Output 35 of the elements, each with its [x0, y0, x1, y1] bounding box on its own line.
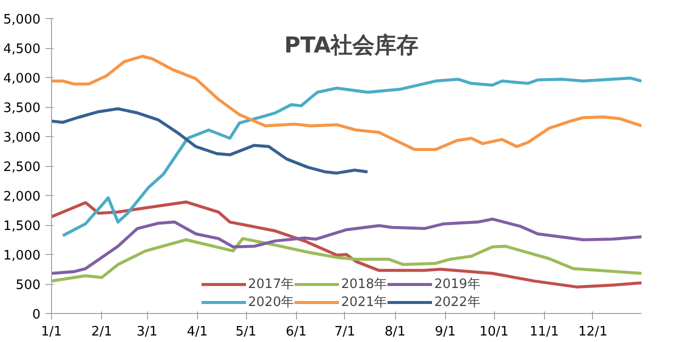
y-tick-label: 500	[16, 278, 41, 293]
x-tick-label: 3/1	[136, 324, 158, 340]
legend-label: 2017年	[248, 276, 294, 293]
y-tick-label: 0	[32, 308, 41, 322]
legend-label: 2019年	[434, 276, 480, 293]
x-tick-label: 8/1	[384, 324, 406, 340]
x-tick-label: 9/1	[434, 324, 456, 340]
x-tick-label: 12/1	[578, 324, 608, 340]
y-tick-label: 3,000	[3, 130, 40, 146]
line-series	[52, 218, 642, 275]
legend-label: 2022年	[434, 294, 480, 311]
line-series	[52, 200, 642, 288]
y-tick-label: 3,500	[3, 101, 40, 116]
x-tick-label: 2/1	[91, 324, 112, 340]
text: PTA社会库存	[284, 32, 419, 58]
y-tick-label: 1,500	[3, 219, 40, 234]
y-tick-label: 2,500	[3, 160, 40, 175]
y-tick-label: 4,000	[3, 72, 40, 86]
x-tick-label: 1/1	[41, 324, 62, 340]
line-series	[61, 76, 642, 238]
line-series	[52, 54, 642, 151]
y-tick-label: 2,000	[3, 190, 40, 204]
x-tick-label: 5/1	[236, 324, 256, 340]
x-tick-label: 10/1	[479, 324, 509, 340]
y-tick-label: 1,000	[3, 248, 40, 264]
x-tick-label: 11/1	[530, 324, 559, 340]
line-series	[52, 107, 370, 175]
legend-label: 2021年	[341, 294, 388, 311]
y-tick-label: 5,000	[3, 12, 40, 28]
legend-label: 2018年	[341, 276, 388, 293]
x-tick-label: 4/1	[186, 324, 208, 340]
y-tick-label: 4,500	[3, 42, 40, 57]
x-tick-label: 6/1	[286, 324, 307, 340]
x-tick-label: 7/1	[334, 324, 356, 340]
legend-label: 2020年	[248, 294, 294, 311]
